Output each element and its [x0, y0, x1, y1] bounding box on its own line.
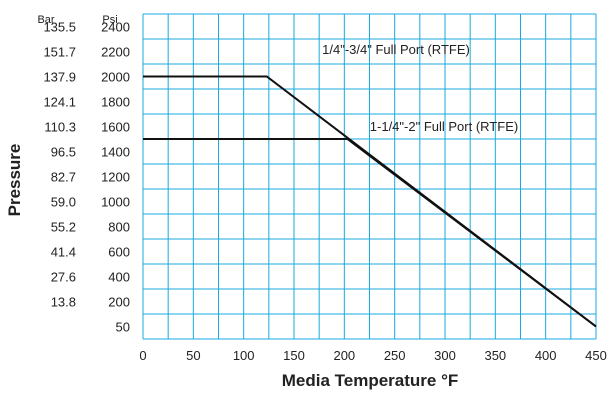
- bar-tick-label: 124.1: [43, 95, 76, 110]
- bar-tick-labels: 135.5 151.7 137.9 124.1 110.3 96.5 82.7 59.0 55.…: [43, 20, 76, 310]
- x-tick-label: 50: [186, 348, 200, 363]
- series-layer: [143, 75, 597, 328]
- x-tick-label: 350: [484, 348, 506, 363]
- x-tick-labels: 0 50 100 150 200 250 300 350 400 450: [139, 348, 606, 363]
- bar-tick-label: 151.7: [43, 45, 76, 60]
- grid: [142, 13, 597, 340]
- psi-tick-label: 50: [116, 320, 130, 335]
- psi-tick-label: 1800: [101, 95, 130, 110]
- x-tick-label: 250: [384, 348, 406, 363]
- x-axis-title: Media Temperature °F: [282, 371, 459, 390]
- psi-tick-label: 1400: [101, 145, 130, 160]
- series-label-small-port: 1/4"-3/4" Full Port (RTFE): [322, 42, 470, 57]
- x-tick-label: 200: [333, 348, 355, 363]
- psi-tick-label: 400: [108, 270, 130, 285]
- bar-tick-label: 82.7: [51, 170, 76, 185]
- psi-tick-labels: 2400 2200 2000 1800 1600 1400 1200 1000 800 600 40…: [101, 20, 130, 335]
- psi-tick-label: 200: [108, 295, 130, 310]
- psi-unit-label: Psi: [102, 14, 117, 26]
- psi-tick-label: 800: [108, 220, 130, 235]
- bar-tick-label: 110.3: [44, 120, 76, 135]
- psi-tick-label: 2400: [101, 20, 130, 35]
- y-axis-title: Pressure: [5, 144, 24, 217]
- psi-tick-label: 1000: [101, 195, 130, 210]
- bar-unit-label: Bar: [37, 14, 54, 26]
- psi-tick-label: 2000: [101, 70, 130, 85]
- bar-tick-label: 96.5: [51, 145, 76, 160]
- x-tick-label: 300: [434, 348, 456, 363]
- psi-tick-label: 2200: [101, 45, 130, 60]
- series-label-large-port: 1-1/4"-2" Full Port (RTFE): [370, 119, 518, 134]
- bar-tick-label: 27.6: [51, 270, 76, 285]
- bar-tick-label: 137.9: [43, 70, 76, 85]
- x-tick-label: 450: [585, 348, 607, 363]
- x-tick-label: 150: [283, 348, 305, 363]
- x-tick-label: 100: [233, 348, 255, 363]
- psi-tick-label: 600: [108, 245, 130, 260]
- bar-tick-label: 41.4: [51, 245, 76, 260]
- psi-tick-label: 1200: [101, 170, 130, 185]
- series-line-2: [143, 138, 597, 328]
- bar-tick-label: 55.2: [51, 220, 76, 235]
- x-tick-label: 400: [535, 348, 557, 363]
- x-tick-label: 0: [139, 348, 146, 363]
- bar-tick-label: 13.8: [51, 295, 76, 310]
- psi-tick-label: 1600: [101, 120, 130, 135]
- bar-tick-label: 59.0: [51, 195, 76, 210]
- bar-tick-label: 135.5: [43, 20, 76, 35]
